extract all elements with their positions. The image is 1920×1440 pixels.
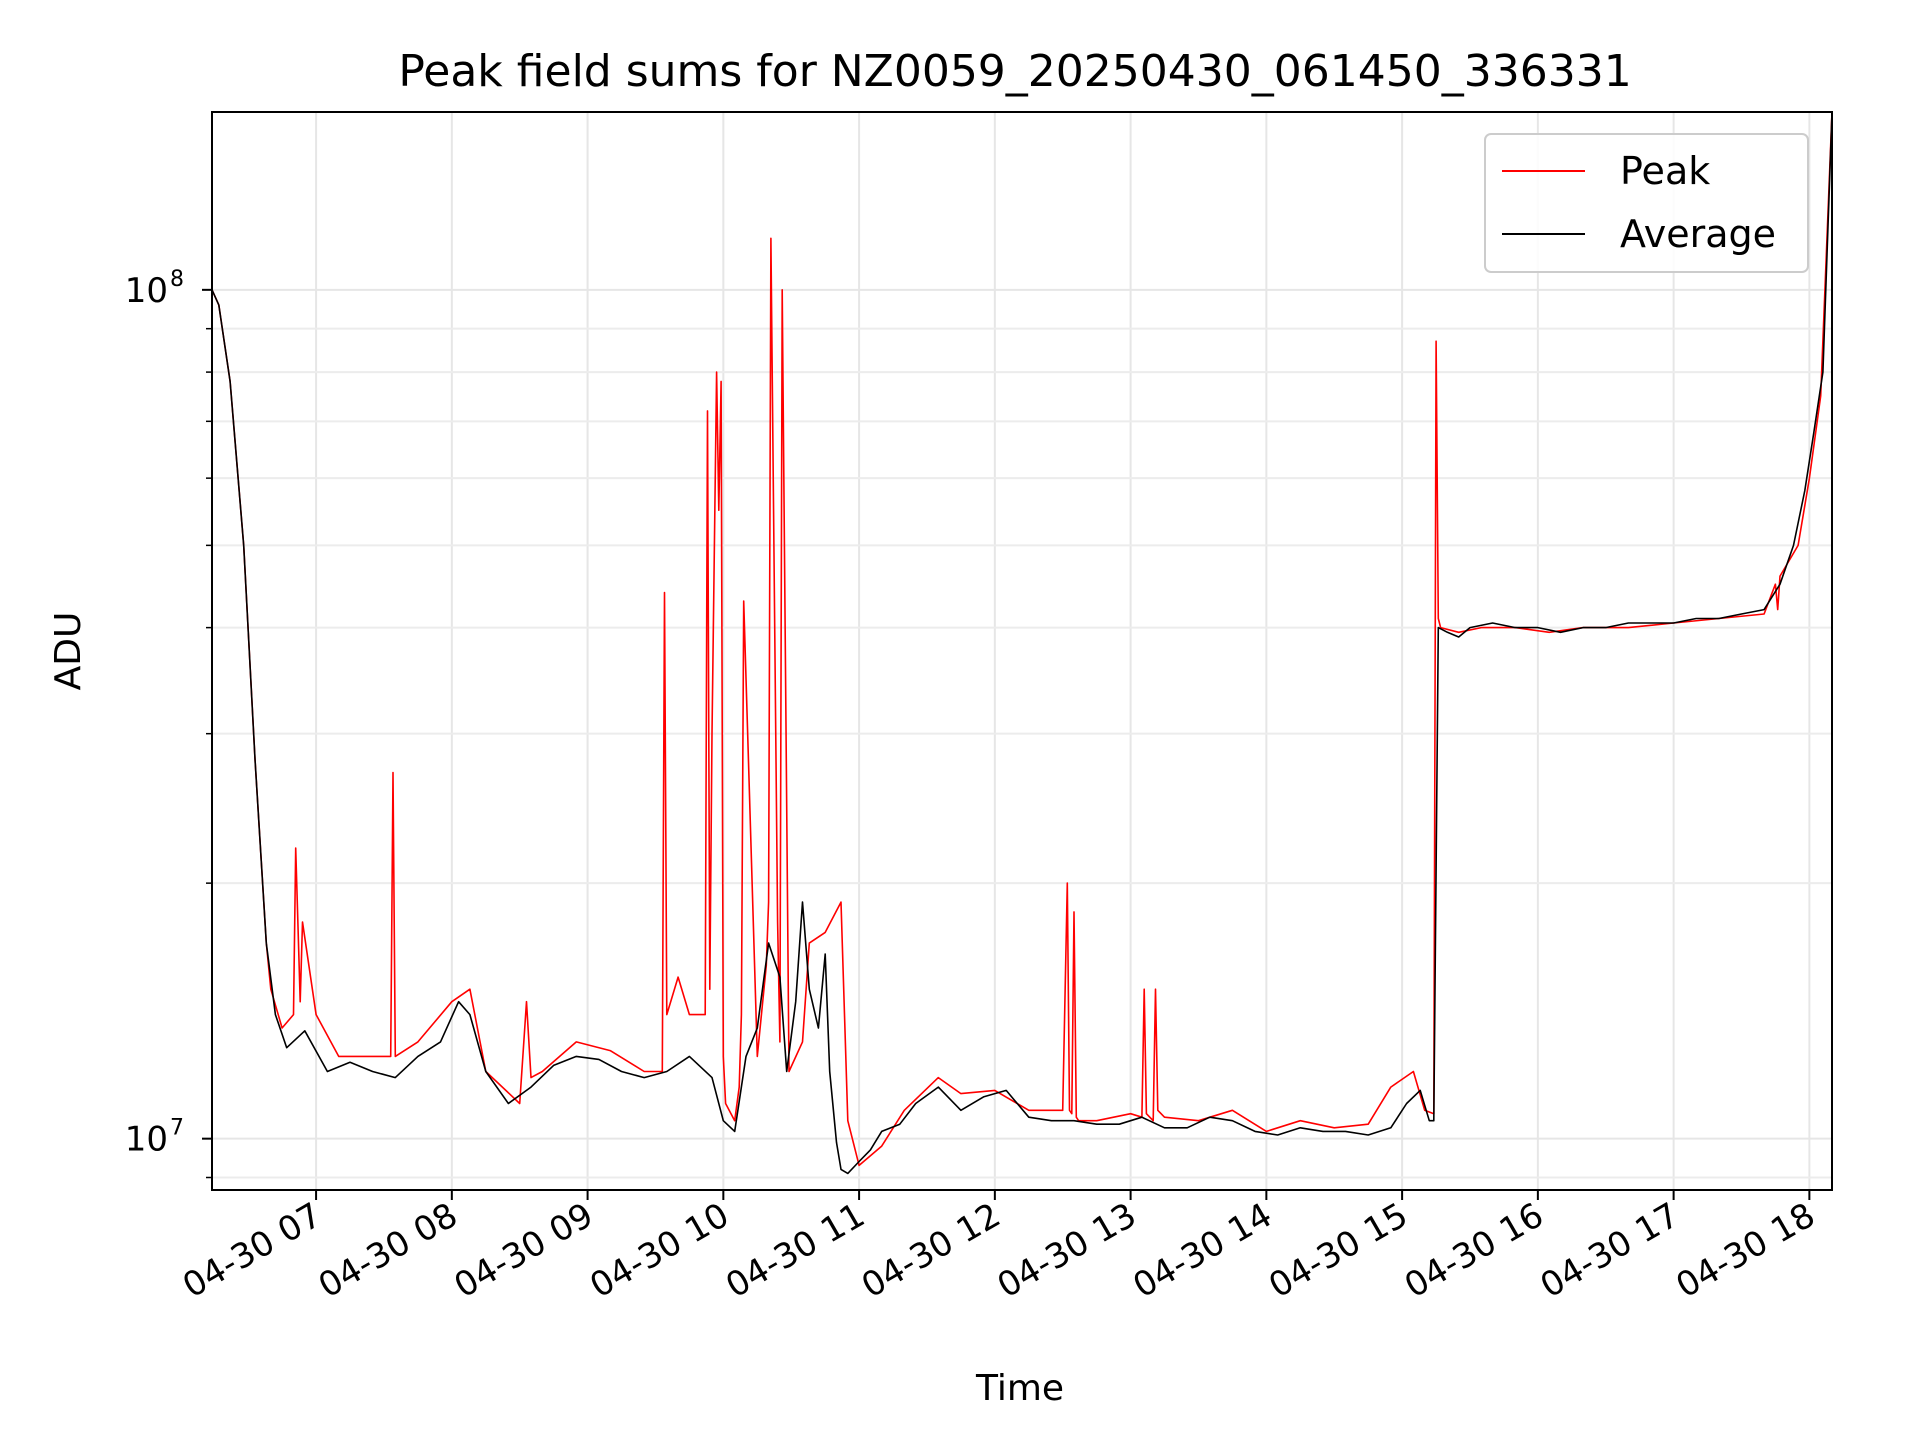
grid <box>212 112 1832 1190</box>
legend-label-peak: Peak <box>1620 149 1710 193</box>
series-line-peak <box>211 111 1833 1167</box>
y-axis-label: ADU <box>48 612 89 691</box>
y-tick-label: 10 <box>125 271 168 311</box>
chart-title: Peak field sums for NZ0059_20250430_0614… <box>398 46 1631 97</box>
series-line-average <box>211 111 1833 1175</box>
y-tick-exponent: 8 <box>170 267 184 292</box>
series-group <box>211 111 1833 1175</box>
plot-area-frame <box>211 111 1833 1191</box>
y-tick-exponent: 7 <box>170 1116 184 1141</box>
y-tick-label: 10 <box>125 1120 168 1160</box>
legend: Peak Average <box>1484 133 1809 273</box>
legend-label-average: Average <box>1620 212 1776 256</box>
x-axis-label: Time <box>975 1368 1064 1409</box>
legend-frame <box>1484 133 1809 273</box>
